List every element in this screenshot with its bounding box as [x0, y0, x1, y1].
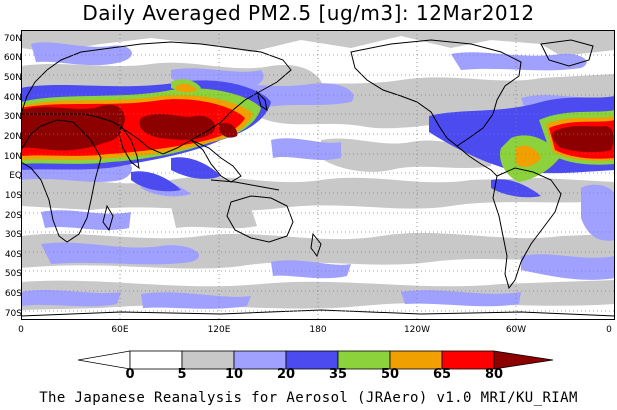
lat-label: 60S	[4, 289, 22, 299]
colorbar-label: 35	[328, 367, 348, 382]
lon-label: 60W	[505, 325, 527, 335]
colorbar-label: 5	[177, 367, 187, 382]
lon-label: 60E	[111, 325, 129, 335]
pm25-map	[21, 30, 615, 320]
south-america-coastline	[492, 167, 562, 290]
antarctica-coastline	[21, 309, 615, 317]
pm25-map-svg	[21, 30, 615, 320]
longitude-axis-labels: 0 60E 120E 180 120W 60W 0	[18, 324, 615, 336]
central-america-coastline	[456, 145, 498, 177]
latitude-axis-labels: 70N 60N 50N 40N 30N 20N 10N EQ 10S 20S 3…	[0, 30, 22, 320]
lon-label: 0	[606, 325, 612, 335]
greenland-coastline	[540, 39, 594, 67]
lat-label: 20N	[3, 132, 22, 142]
india-coastline	[118, 124, 140, 170]
lat-label: EQ	[9, 171, 22, 181]
lat-label: 40N	[3, 93, 22, 103]
lon-label: 120W	[403, 325, 431, 335]
australia-coastline	[226, 195, 294, 243]
indonesia-coastline	[210, 179, 280, 191]
colorbar-label: 80	[484, 367, 504, 382]
lat-label: 10N	[3, 152, 22, 162]
lat-label: 40S	[4, 250, 22, 260]
colorbar-segment	[493, 350, 554, 370]
lat-label: 70S	[4, 309, 22, 319]
data-source-credit: The Japanese Reanalysis for Aerosol (JRA…	[39, 390, 578, 406]
europe-asia-coastline	[21, 41, 292, 155]
new-zealand-coastline	[310, 232, 322, 258]
lat-label: 30S	[4, 230, 22, 240]
concentration-band-above-80	[21, 104, 614, 153]
colorbar	[77, 350, 554, 370]
lat-label: 70N	[3, 34, 22, 44]
lat-label: 60N	[3, 53, 22, 63]
coastlines	[21, 39, 615, 317]
concentration-band-10-20	[21, 42, 615, 309]
graticule	[21, 30, 615, 320]
southeast-asia-coastline	[190, 139, 242, 183]
colorbar-label: 20	[276, 367, 296, 382]
lat-label: 30N	[3, 112, 22, 122]
colorbar-label: 50	[380, 367, 400, 382]
map-border	[21, 30, 615, 320]
lat-label: 50N	[3, 73, 22, 83]
japan-coastline	[255, 90, 268, 112]
lon-label: 180	[309, 325, 327, 335]
colorbar-labels: 0 5 10 20 35 50 65 80	[0, 367, 617, 383]
lon-label: 120E	[207, 325, 231, 335]
madagascar-coastline	[102, 204, 114, 232]
lat-label: 10S	[4, 191, 22, 201]
colorbar-label: 65	[432, 367, 452, 382]
colorbar-svg	[77, 350, 554, 370]
lat-label: 20S	[4, 211, 22, 221]
lat-label: 50S	[4, 269, 22, 279]
africa-coastline	[21, 119, 102, 243]
lon-label: 0	[18, 325, 24, 335]
map-title: Daily Averaged PM2.5 [ug/m3]: 12Mar2012	[82, 1, 535, 25]
colorbar-label: 0	[125, 367, 135, 382]
north-america-coastline	[350, 39, 522, 147]
colorbar-label: 10	[224, 367, 244, 382]
